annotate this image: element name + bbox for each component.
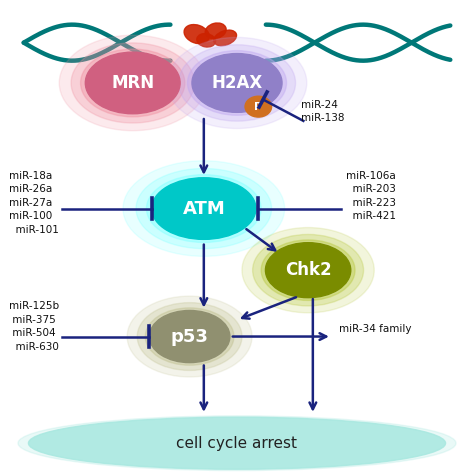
Ellipse shape bbox=[245, 96, 272, 117]
Ellipse shape bbox=[152, 178, 256, 239]
Ellipse shape bbox=[253, 235, 364, 306]
Ellipse shape bbox=[187, 51, 286, 115]
Ellipse shape bbox=[85, 52, 180, 114]
Ellipse shape bbox=[149, 310, 230, 363]
Ellipse shape bbox=[136, 169, 272, 248]
Ellipse shape bbox=[59, 35, 206, 131]
Ellipse shape bbox=[137, 303, 242, 371]
Text: cell cycle arrest: cell cycle arrest bbox=[176, 436, 298, 451]
Ellipse shape bbox=[184, 25, 210, 44]
Ellipse shape bbox=[242, 228, 374, 313]
Ellipse shape bbox=[178, 45, 296, 121]
Text: miR-18a
miR-26a
miR-27a
miR-100
  miR-101: miR-18a miR-26a miR-27a miR-100 miR-101 bbox=[9, 171, 59, 235]
Ellipse shape bbox=[123, 161, 284, 256]
Text: P: P bbox=[254, 101, 263, 112]
Ellipse shape bbox=[197, 34, 216, 47]
Text: miR-106a
  miR-203
  miR-223
  miR-421: miR-106a miR-203 miR-223 miR-421 bbox=[346, 171, 396, 221]
Text: miR-24
miR-138: miR-24 miR-138 bbox=[301, 100, 345, 123]
Ellipse shape bbox=[145, 308, 234, 365]
Text: miR-34 family: miR-34 family bbox=[339, 324, 411, 335]
Ellipse shape bbox=[167, 37, 307, 128]
Text: miR-125b
 miR-375
 miR-504
  miR-630: miR-125b miR-375 miR-504 miR-630 bbox=[9, 301, 60, 352]
Text: p53: p53 bbox=[171, 328, 209, 346]
Ellipse shape bbox=[146, 175, 261, 243]
Ellipse shape bbox=[192, 54, 282, 112]
Ellipse shape bbox=[18, 416, 456, 471]
Text: Chk2: Chk2 bbox=[285, 261, 331, 279]
Ellipse shape bbox=[28, 417, 446, 469]
Text: ATM: ATM bbox=[182, 200, 225, 218]
Ellipse shape bbox=[261, 240, 355, 301]
Ellipse shape bbox=[127, 296, 252, 377]
Text: MRN: MRN bbox=[111, 74, 154, 92]
Ellipse shape bbox=[265, 243, 351, 298]
Ellipse shape bbox=[214, 30, 237, 46]
Ellipse shape bbox=[81, 49, 185, 117]
Ellipse shape bbox=[205, 23, 226, 39]
Ellipse shape bbox=[71, 43, 194, 123]
Text: H2AX: H2AX bbox=[211, 74, 263, 92]
